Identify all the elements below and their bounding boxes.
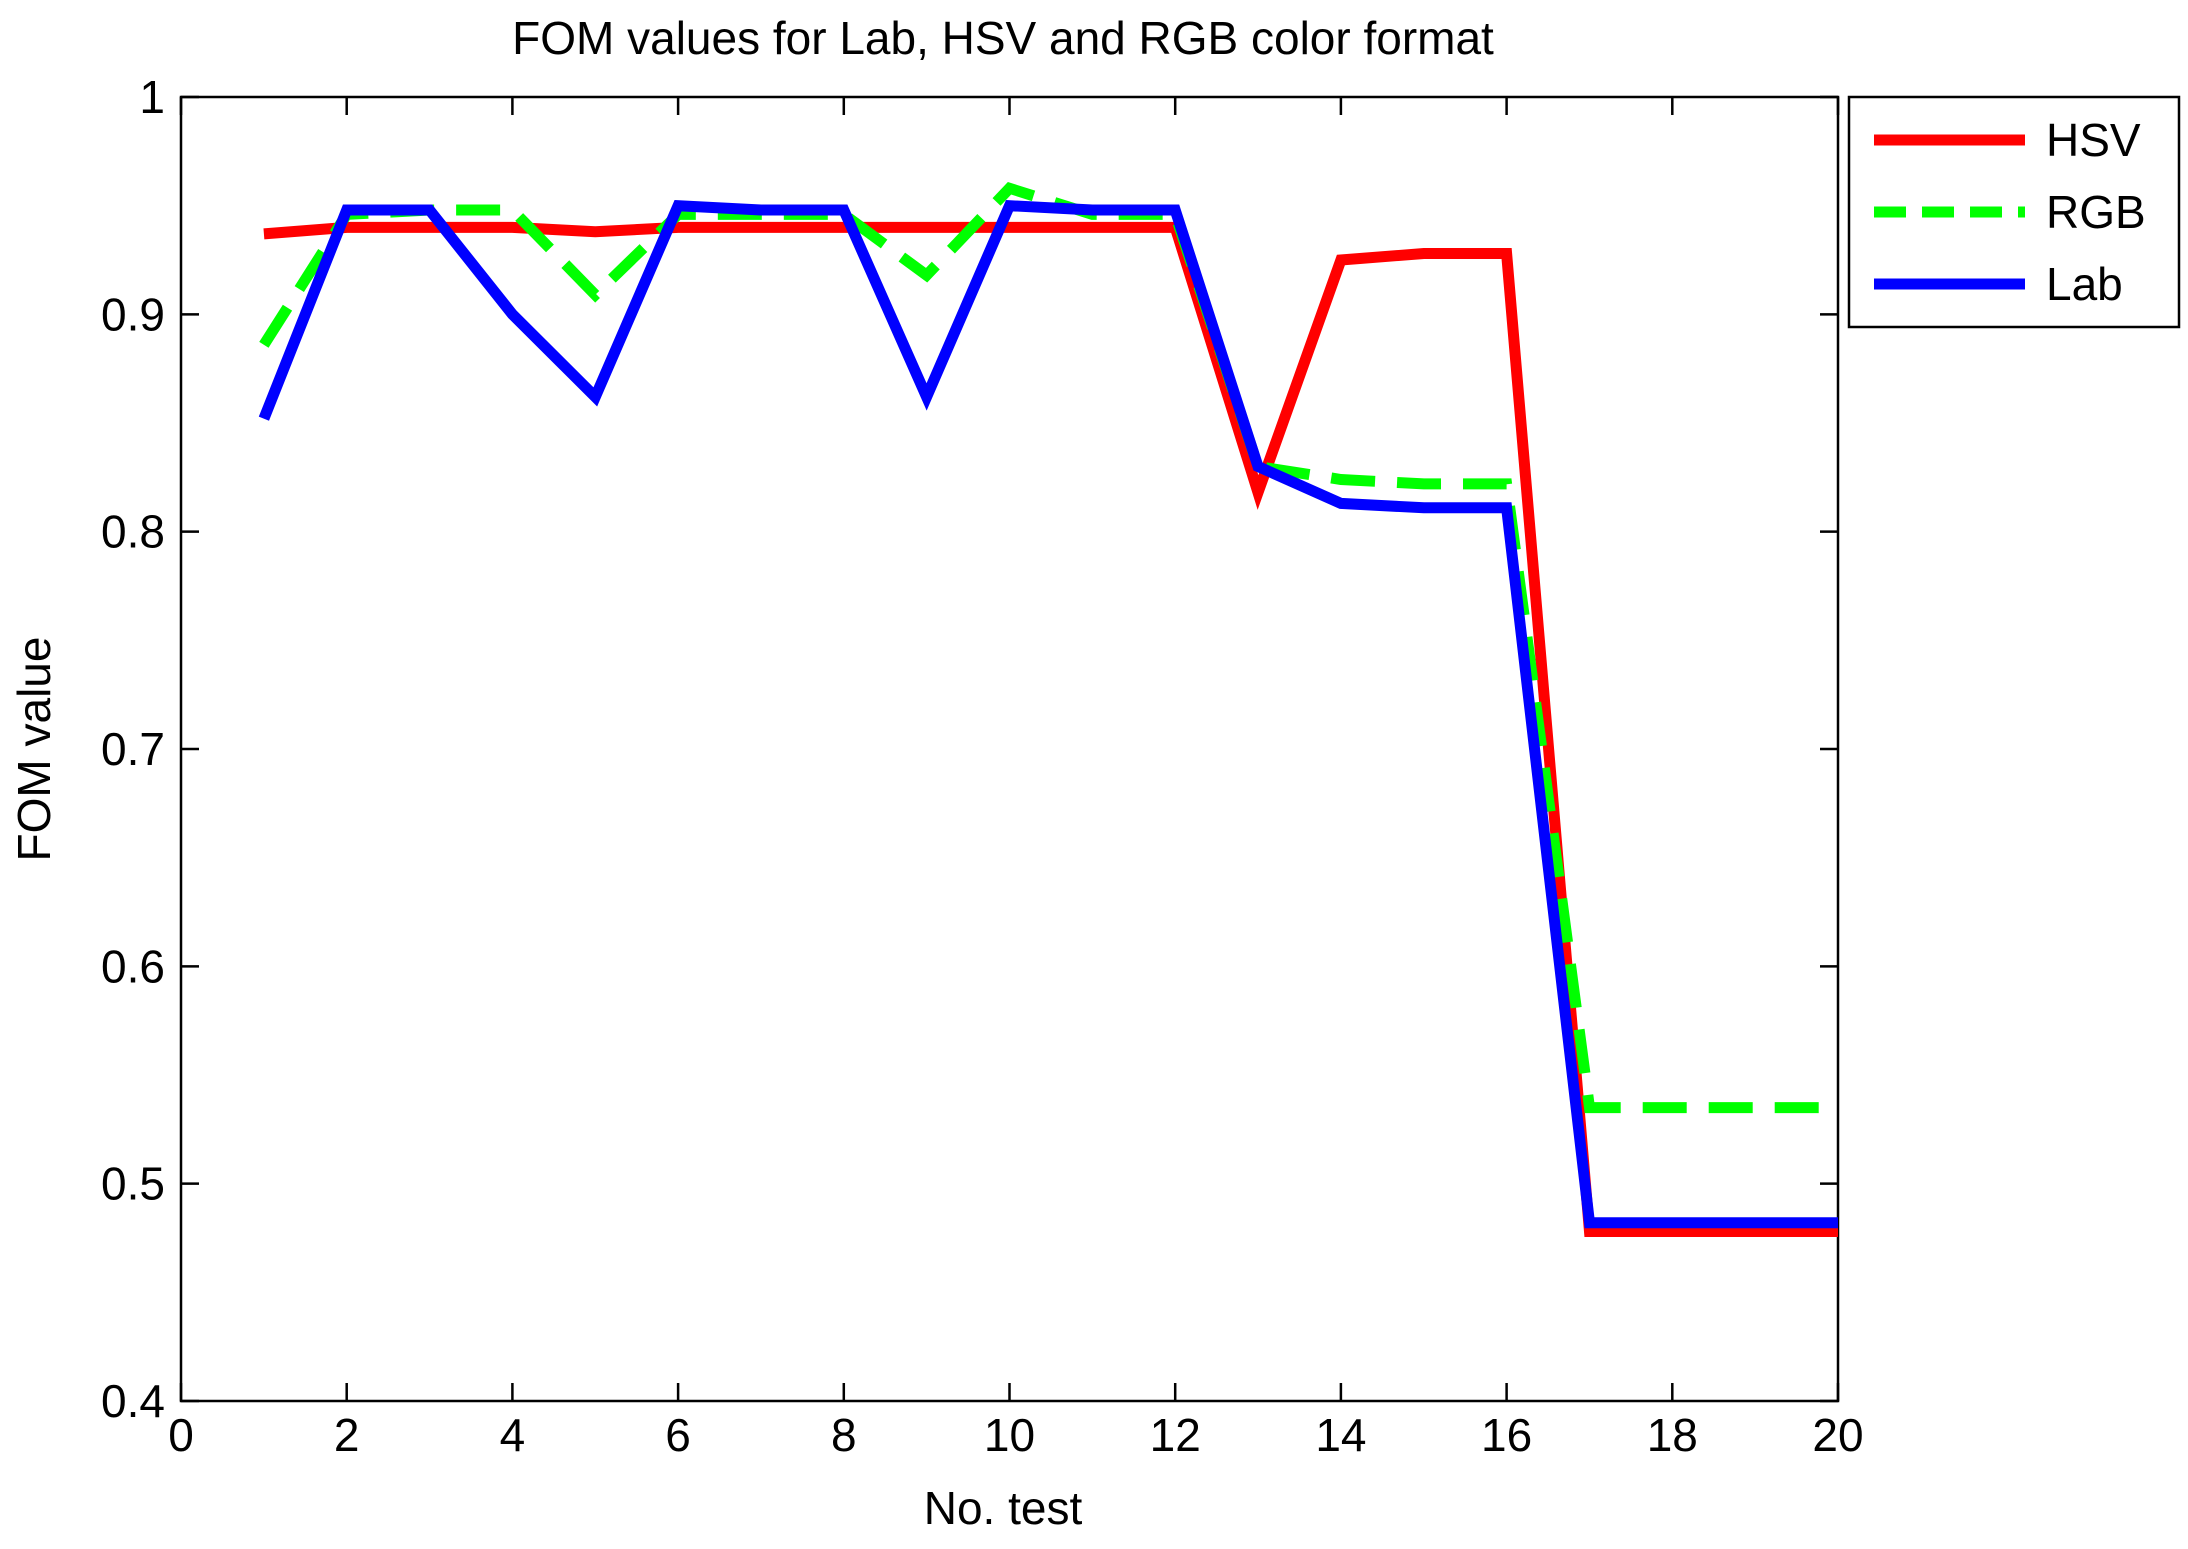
x-tick-label: 18: [1647, 1409, 1698, 1461]
chart-title: FOM values for Lab, HSV and RGB color fo…: [512, 12, 1494, 64]
axis-ticks: [179, 95, 1840, 1403]
x-tick-label: 14: [1315, 1409, 1366, 1461]
x-axis-label: No. test: [924, 1482, 1083, 1534]
y-tick-label: 0.5: [101, 1158, 165, 1210]
series-line-rgb: [259, 182, 1838, 1114]
axis-tick-labels: 0 2 4 6 8 10 12 14 16 18 20 0.4 0.5 0.6 0.7 0.8 0.9 1: [101, 71, 1864, 1461]
x-tick-label: 4: [500, 1409, 526, 1461]
y-tick-label: 1: [139, 71, 165, 123]
x-tick-label: 0: [168, 1409, 194, 1461]
x-tick-label: 20: [1812, 1409, 1863, 1461]
legend-label-rgb: RGB: [2046, 186, 2146, 238]
legend: HSV RGB Lab: [1847, 95, 2181, 329]
legend-label-lab: Lab: [2046, 258, 2123, 310]
series-line-lab: [258, 200, 1838, 1229]
x-tick-label: 8: [831, 1409, 857, 1461]
x-tick-label: 12: [1150, 1409, 1201, 1461]
x-tick-label: 2: [334, 1409, 360, 1461]
y-tick-label: 0.9: [101, 288, 165, 340]
y-axis-label: FOM value: [8, 637, 60, 862]
y-tick-label: 0.8: [101, 506, 165, 558]
y-tick-label: 0.4: [101, 1375, 165, 1427]
x-tick-label: 6: [665, 1409, 691, 1461]
legend-label-hsv: HSV: [2046, 114, 2141, 166]
legend-entries: HSV RGB Lab: [1874, 114, 2146, 310]
data-series: [258, 182, 1838, 1237]
x-tick-label: 10: [984, 1409, 1035, 1461]
y-tick-label: 0.6: [101, 940, 165, 992]
x-tick-label: 16: [1481, 1409, 1532, 1461]
plot-area: [179, 95, 1840, 1403]
y-tick-label: 0.7: [101, 723, 165, 775]
